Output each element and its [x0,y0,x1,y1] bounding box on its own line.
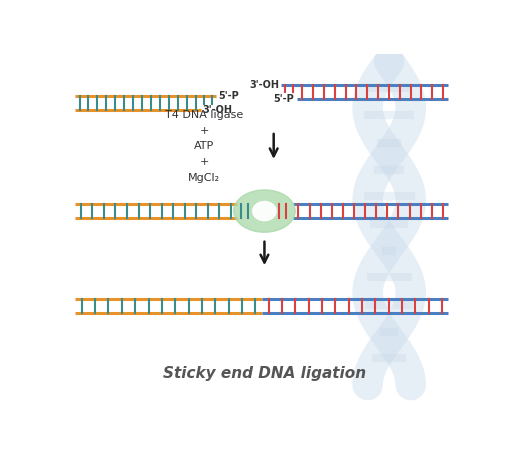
Text: 3'-OH: 3'-OH [203,105,233,115]
Ellipse shape [234,190,295,232]
Text: 5'-P: 5'-P [273,94,295,104]
Text: T4 DNA ligase
+
ATP
+
MgCl₂: T4 DNA ligase + ATP + MgCl₂ [165,110,244,183]
Ellipse shape [253,202,276,220]
Text: Sticky end DNA ligation: Sticky end DNA ligation [163,366,366,381]
Text: 5'-P: 5'-P [218,91,239,101]
Text: 3'-OH: 3'-OH [249,80,279,90]
